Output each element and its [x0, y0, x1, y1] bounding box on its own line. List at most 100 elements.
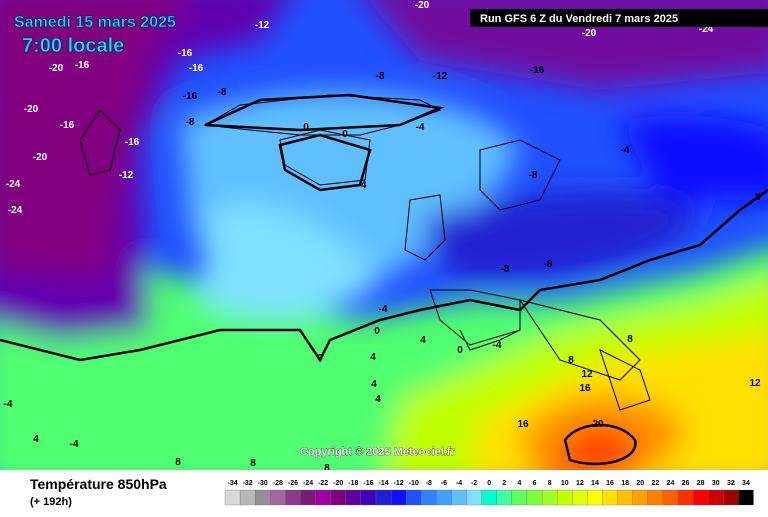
scale-label: 2	[502, 480, 506, 487]
contour-label: -12	[119, 170, 134, 181]
scale-swatch	[677, 489, 694, 506]
copyright: Copyright © 2025 Meteociel.fr	[300, 446, 456, 458]
scale-swatch	[255, 489, 271, 506]
scale-swatch	[541, 489, 558, 506]
scale-swatch	[330, 489, 346, 506]
scale-label: 0	[487, 480, 491, 487]
contour-label: -20	[49, 63, 64, 74]
map-field: -16 -16 -16 -12 -8 -8 -16 -12 -20 -16 -20 -24 -24 -20…	[0, 0, 768, 474]
scale-label: -26	[288, 480, 298, 487]
contour-label: -4	[358, 180, 367, 191]
scale-label: -10	[409, 480, 419, 487]
contour-label: 0	[374, 326, 380, 337]
contour-label: 4	[371, 379, 377, 390]
scale-swatch	[526, 489, 543, 506]
contour-label: 8	[175, 457, 181, 468]
contour-label: -12	[433, 71, 448, 82]
scale-swatch	[451, 489, 467, 506]
scale-swatch	[723, 489, 739, 506]
run-info: Run GFS 6 Z du Vendredi 7 mars 2025	[480, 13, 678, 25]
contour-label: 8	[250, 458, 256, 469]
scale-swatch	[375, 489, 392, 506]
contour-label: 4	[33, 434, 39, 445]
run-info-box	[470, 9, 768, 27]
contour-label: -24	[6, 179, 21, 190]
scale-swatch	[285, 489, 301, 506]
contour-label: -16	[60, 120, 75, 131]
scale-label: 6	[533, 480, 537, 487]
scale-swatch	[662, 489, 679, 506]
contour-label: 20	[592, 419, 604, 430]
scale-label: 8	[548, 480, 552, 487]
contour-label: -16	[530, 65, 545, 76]
scale-swatch	[300, 489, 316, 506]
scale-label: -28	[273, 480, 283, 487]
scale-label: -14	[378, 480, 388, 487]
footer-title: Température 850hPa	[30, 476, 167, 492]
contour-label: -8	[529, 170, 538, 181]
scale-swatch	[692, 489, 709, 506]
contour-label: -20	[415, 0, 430, 11]
contour-label: 16	[517, 419, 529, 430]
scale-label: 16	[606, 480, 614, 487]
scale-swatch	[587, 489, 603, 506]
scale-label: -8	[426, 480, 432, 487]
scale-label: 26	[682, 480, 690, 487]
scale-label: -16	[363, 480, 373, 487]
contour-label: 0	[755, 192, 761, 203]
contour-label: 8	[324, 463, 330, 474]
scale-swatch	[496, 489, 513, 506]
scale-label: -12	[394, 480, 404, 487]
contour-label: -4	[416, 122, 425, 133]
scale-swatch	[360, 489, 377, 506]
contour-label: -4	[621, 145, 630, 156]
scale-swatch	[421, 489, 437, 506]
scale-label: 32	[727, 480, 735, 487]
scale-swatch	[239, 489, 256, 506]
scale-label: -4	[456, 480, 462, 487]
contour-label: -8	[218, 87, 227, 98]
contour-label: -24	[699, 24, 714, 35]
contour-labels: -16 -16 -16 -12 -8 -8 -16 -12 -20 -16 -20 -24 -24 -20…	[4, 0, 762, 474]
contour-label: 0	[342, 129, 348, 140]
scale-label: 10	[561, 480, 569, 487]
scale-swatch	[738, 489, 754, 506]
scale-swatch	[647, 489, 664, 506]
scale-label: -22	[318, 480, 328, 487]
scale-label: -30	[258, 480, 268, 487]
zero-isotherm	[0, 93, 768, 466]
forecast-time: 7:00 locale	[22, 35, 124, 57]
contour-label: -8	[501, 264, 510, 275]
scale-swatch	[315, 489, 331, 506]
scale-swatch	[632, 489, 648, 506]
scale-label: 4	[517, 480, 521, 487]
scale-swatch	[572, 489, 588, 506]
scale-swatch	[617, 489, 633, 506]
scale-label: -32	[243, 480, 253, 487]
contour-label: -20	[33, 152, 48, 163]
scale-label: 12	[576, 480, 584, 487]
contour-label: -4	[493, 340, 502, 351]
scale-label: -18	[348, 480, 358, 487]
coastlines	[79, 94, 651, 411]
scale-label: -34	[227, 480, 237, 487]
scale-swatch	[557, 489, 573, 506]
contour-label: -8	[186, 117, 195, 128]
contour-label: -16	[125, 137, 140, 148]
scale-swatch	[406, 489, 422, 506]
contour-label: -24	[8, 205, 23, 216]
contour-label: 4	[375, 394, 381, 405]
contour-label: -20	[24, 104, 39, 115]
color-scale: -34 -32 -30 -28 -26 -24 -22 -20 -18 -16 -14 -12 -10-…	[224, 480, 754, 506]
contour-label: -4	[4, 399, 13, 410]
forecast-date: Samedi 15 mars 2025	[14, 14, 176, 31]
scale-label: 24	[667, 480, 675, 487]
scale-swatch	[390, 489, 407, 506]
scale-swatch	[345, 489, 362, 506]
scale-label: 30	[712, 480, 720, 487]
scale-swatch	[511, 489, 528, 506]
scale-swatch	[602, 489, 618, 506]
scale-swatch	[708, 489, 724, 506]
scale-swatch	[466, 489, 482, 506]
